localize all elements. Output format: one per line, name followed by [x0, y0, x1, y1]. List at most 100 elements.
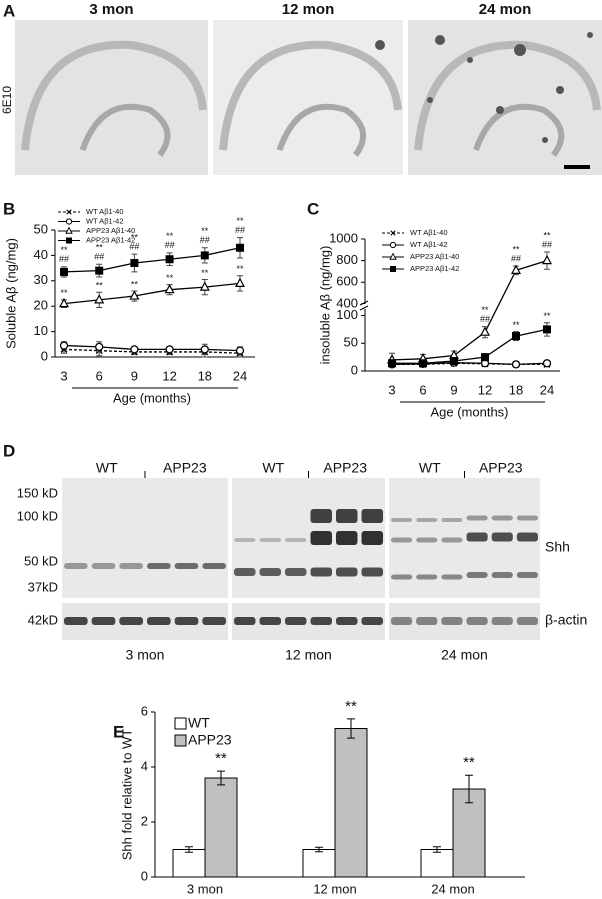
- plaque: [542, 137, 548, 143]
- plaque: [514, 44, 526, 56]
- band: [391, 574, 413, 580]
- band: [516, 617, 538, 625]
- legend-marker: [66, 209, 72, 215]
- panel-label: B: [3, 199, 15, 218]
- x-tick-label: 12: [162, 368, 176, 383]
- point: [199, 281, 210, 291]
- y-tick-label: 600: [336, 274, 358, 289]
- panel-label: E: [113, 722, 124, 741]
- age-label: 3 mon: [126, 647, 165, 663]
- error-bar: [217, 770, 225, 786]
- significance: **: [201, 226, 209, 236]
- significance: **: [215, 750, 227, 767]
- x-tick-label: 6: [419, 382, 426, 397]
- band: [391, 537, 413, 543]
- panel-label: D: [3, 441, 15, 460]
- band: [234, 538, 256, 542]
- significance: ##: [235, 225, 245, 235]
- significance: ##: [165, 240, 175, 250]
- protein-label: β-actin: [545, 612, 587, 628]
- band: [259, 538, 281, 542]
- point: [511, 264, 521, 274]
- band: [64, 563, 88, 569]
- point: [419, 359, 427, 368]
- band: [119, 563, 143, 569]
- legend-label: WT Aβ1-42: [86, 216, 124, 225]
- point: [512, 332, 520, 341]
- legend-marker: [66, 237, 72, 244]
- y-tick-label: 100: [336, 307, 358, 322]
- series-line: [392, 328, 548, 364]
- hippocampus-outline: [219, 40, 402, 151]
- group-label: APP23: [163, 460, 207, 476]
- significance: **: [236, 216, 244, 226]
- significance: ##: [129, 242, 139, 252]
- group-label: APP23: [323, 460, 367, 476]
- band: [441, 537, 463, 543]
- row-label: 6E10: [0, 86, 14, 114]
- legend-label: APP23 Aβ1-40: [410, 252, 459, 261]
- blot: [62, 478, 228, 598]
- point: [130, 259, 139, 268]
- band: [416, 518, 438, 522]
- significance: ##: [200, 235, 210, 245]
- band: [516, 532, 538, 542]
- band: [466, 617, 488, 625]
- significance: ##: [480, 314, 490, 324]
- x-axis-title: Age (months): [430, 404, 508, 419]
- significance: **: [512, 244, 520, 254]
- band: [491, 515, 513, 521]
- legend-marker: [390, 266, 396, 272]
- band: [234, 568, 256, 576]
- band: [466, 515, 488, 521]
- x-tick-label: 3: [60, 368, 67, 383]
- legend-swatch: [174, 717, 187, 730]
- band: [416, 537, 438, 543]
- age-label: 24 mon: [441, 647, 488, 663]
- significance: ##: [511, 253, 521, 263]
- hippocampus-outline: [21, 40, 207, 151]
- band: [416, 574, 438, 580]
- band: [147, 563, 171, 569]
- plaque: [435, 35, 445, 45]
- band: [416, 617, 438, 625]
- plaque: [375, 40, 385, 50]
- x-tick-label: 6: [96, 368, 103, 383]
- bar: [334, 728, 368, 878]
- blot: [232, 478, 385, 598]
- band: [174, 563, 199, 569]
- x-tick-label: 3: [388, 382, 395, 397]
- point: [95, 266, 104, 275]
- series-line: [391, 259, 548, 361]
- band: [491, 532, 513, 542]
- point: [235, 277, 245, 287]
- blot: [232, 603, 385, 640]
- significance: **: [543, 311, 551, 321]
- point: [542, 254, 552, 265]
- legend-marker: [389, 252, 397, 260]
- y-tick-label: 0: [351, 362, 358, 377]
- bar: [420, 849, 454, 878]
- legend-marker: [389, 241, 397, 249]
- plaque: [587, 32, 593, 38]
- column-label: 12 mon: [282, 1, 335, 18]
- point: [129, 290, 140, 300]
- point: [236, 243, 244, 252]
- legend-label: APP23 Aβ1-40: [86, 226, 135, 235]
- axis-break: [359, 305, 369, 311]
- bar: [172, 849, 206, 878]
- bar: [302, 849, 336, 878]
- size-marker: 150 kD: [17, 485, 58, 500]
- legend-label: APP23 Aβ1-42: [410, 264, 459, 273]
- band: [202, 617, 226, 625]
- panel-label: A: [3, 1, 15, 20]
- band: [361, 567, 383, 577]
- x-tick-label: 24: [233, 368, 247, 383]
- significance: **: [543, 230, 551, 240]
- y-tick-label: 4: [141, 758, 148, 773]
- x-tick-label: 24 mon: [431, 881, 474, 896]
- blot: [389, 603, 540, 640]
- y-tick-label: 400: [336, 295, 358, 310]
- y-tick-label: 800: [336, 252, 358, 267]
- band: [310, 531, 332, 545]
